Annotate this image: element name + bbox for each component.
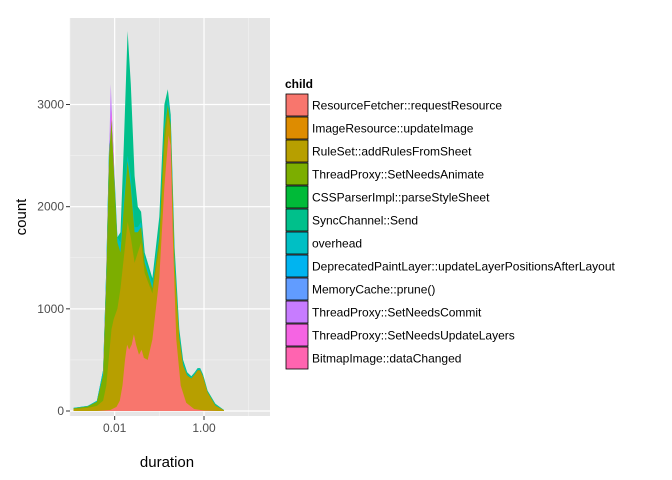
x-axis-title: duration xyxy=(140,454,194,471)
legend: child ResourceFetcher::requestResourceIm… xyxy=(285,77,616,370)
area-ruleset-addrulesfromsheet xyxy=(73,114,224,411)
legend-label: ResourceFetcher::requestResource xyxy=(312,99,502,113)
legend-key xyxy=(285,254,309,278)
legend-key xyxy=(285,139,309,163)
legend-key xyxy=(285,93,309,117)
y-axis: 0 1000 2000 3000 xyxy=(37,98,70,418)
x-tick-label: 0.01 xyxy=(103,421,127,435)
legend-label: ThreadProxy::SetNeedsCommit xyxy=(312,306,482,320)
x-axis: 0.01 1.00 xyxy=(103,416,216,435)
y-tick-label: 1000 xyxy=(37,302,64,316)
legend-key xyxy=(285,208,309,232)
legend-title: child xyxy=(285,77,313,91)
area-resourcefetcher-requestresource xyxy=(96,135,218,411)
legend-key xyxy=(285,300,309,324)
y-tick-label: 3000 xyxy=(37,98,64,112)
legend-key xyxy=(285,185,309,209)
legend-label: overhead xyxy=(312,237,362,251)
y-tick-label: 0 xyxy=(57,404,64,418)
legend-label: ImageResource::updateImage xyxy=(312,122,474,136)
legend-key xyxy=(285,231,309,255)
legend-key xyxy=(285,277,309,301)
legend-key xyxy=(285,162,309,186)
x-tick-label: 1.00 xyxy=(192,421,216,435)
legend-items: ResourceFetcher::requestResourceImageRes… xyxy=(285,93,616,370)
legend-label: MemoryCache::prune() xyxy=(312,283,435,297)
legend-label: ThreadProxy::SetNeedsUpdateLayers xyxy=(312,329,515,343)
legend-key xyxy=(285,346,309,370)
legend-label: DeprecatedPaintLayer::updateLayerPositio… xyxy=(312,260,616,274)
y-axis-title: count xyxy=(13,198,30,236)
legend-label: BitmapImage::dataChanged xyxy=(312,352,461,366)
y-tick-label: 2000 xyxy=(37,200,64,214)
legend-label: CSSParserImpl::parseStyleSheet xyxy=(312,191,490,205)
legend-label: SyncChannel::Send xyxy=(312,214,418,228)
legend-key xyxy=(285,116,309,140)
density-areas xyxy=(73,31,224,412)
legend-key xyxy=(285,323,309,347)
legend-label: ThreadProxy::SetNeedsAnimate xyxy=(312,168,484,182)
legend-label: RuleSet::addRulesFromSheet xyxy=(312,145,472,159)
